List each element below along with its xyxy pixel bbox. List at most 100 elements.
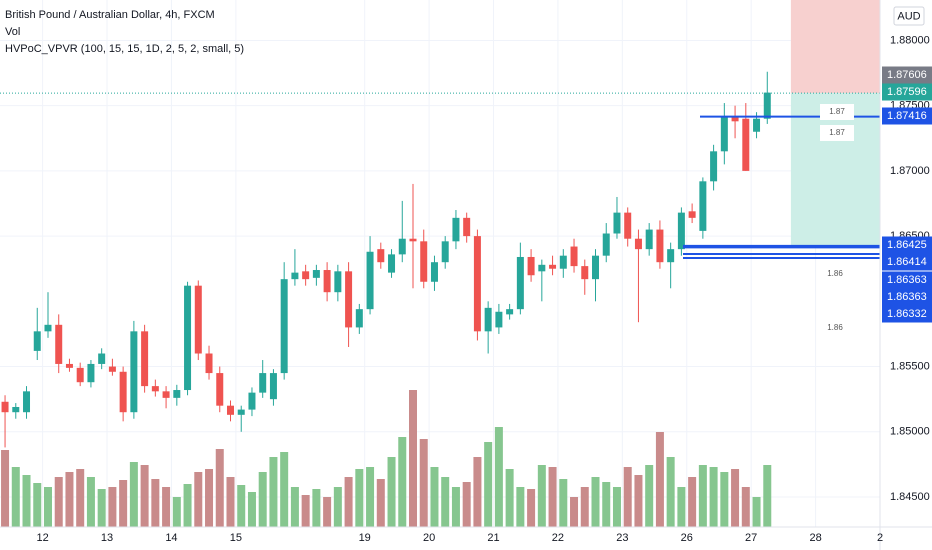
indicator-label: HVPoC_VPVR (100, 15, 15, 1D, 2, 5, 2, sm… xyxy=(5,43,244,55)
candle-body xyxy=(473,236,481,332)
volume-bar xyxy=(65,472,74,527)
volume-bar xyxy=(108,487,117,527)
candle-body xyxy=(581,266,589,280)
price-label: 1.86425 xyxy=(887,239,927,251)
volume xyxy=(1,390,772,527)
candle-body xyxy=(634,238,642,250)
currency-box[interactable] xyxy=(893,6,925,26)
candle-body xyxy=(484,307,492,332)
x-tick-label: 20 xyxy=(423,532,435,544)
x-tick-label: 15 xyxy=(230,532,242,544)
volume-bar xyxy=(387,457,396,527)
volume-bar xyxy=(419,439,428,527)
volume-bar xyxy=(709,467,718,527)
volume-bar xyxy=(527,489,536,527)
candle-body xyxy=(23,391,31,413)
price-label: 1.86332 xyxy=(887,308,927,320)
volume-bar xyxy=(666,457,675,527)
volume-bar xyxy=(451,487,460,527)
volume-bar xyxy=(333,487,342,527)
candle-body xyxy=(119,371,127,413)
volume-bar xyxy=(269,457,278,527)
candle-body xyxy=(667,249,675,263)
candle-body xyxy=(763,92,771,119)
x-tick-label: 26 xyxy=(681,532,693,544)
price-label-box xyxy=(882,305,932,323)
volume-bar xyxy=(1,450,10,527)
candle-body xyxy=(559,255,567,269)
y-tick-label: 1.85000 xyxy=(890,426,930,438)
candle-body xyxy=(570,246,578,267)
candle-body xyxy=(55,324,63,364)
volume-bar xyxy=(623,467,632,527)
volume-bar xyxy=(183,484,192,527)
price-label-box xyxy=(882,236,932,254)
volume-bar xyxy=(323,497,332,527)
volume-bar xyxy=(54,477,63,527)
candle-body xyxy=(194,285,202,354)
volume-bar xyxy=(516,487,525,527)
level-text: 1.87 xyxy=(829,128,845,137)
price-label: 1.86414 xyxy=(887,256,927,268)
x-tick-label: 21 xyxy=(487,532,499,544)
candle-body xyxy=(430,262,438,282)
candle-body xyxy=(398,238,406,255)
currency[interactable]: AUD xyxy=(897,10,920,22)
candle-body xyxy=(302,271,310,280)
candle-body xyxy=(141,331,149,387)
volume-bar xyxy=(645,465,654,527)
volume-bar xyxy=(731,469,740,527)
candle-body xyxy=(33,331,41,351)
candle-body xyxy=(216,373,224,406)
volume-bar xyxy=(366,467,375,527)
candle-body xyxy=(592,255,600,280)
volume-bar xyxy=(162,487,171,527)
x-tick-label: 28 xyxy=(809,532,821,544)
candle-body xyxy=(44,324,52,332)
indicator-label: Vol xyxy=(5,26,20,38)
candle-body xyxy=(538,264,546,272)
candle-body xyxy=(355,309,363,328)
volume-bar xyxy=(570,497,579,527)
stop-zone xyxy=(790,0,880,94)
candle-body xyxy=(506,309,514,315)
candle-body xyxy=(345,271,353,328)
y-tick-label: 1.85500 xyxy=(890,360,930,372)
chart-title: British Pound / Australian Dollar, 4h, F… xyxy=(5,9,215,21)
price-label: 1.87416 xyxy=(887,110,927,122)
volume-bar xyxy=(430,467,439,527)
candle-body xyxy=(12,406,20,413)
candle-body xyxy=(108,366,116,372)
y-tick-label: 1.84500 xyxy=(890,491,930,503)
candle-body xyxy=(388,254,396,273)
x-tick-label: 19 xyxy=(359,532,371,544)
x-tick-label: 13 xyxy=(101,532,113,544)
candle-body xyxy=(549,264,557,269)
candle-body xyxy=(677,212,685,250)
volume-bar xyxy=(129,462,138,527)
volume-bar xyxy=(86,477,95,527)
candle-body xyxy=(226,405,234,415)
level-text: 1.86 xyxy=(827,269,843,278)
price-label-box xyxy=(882,288,932,306)
x-tick-label: 14 xyxy=(165,532,177,544)
volume-bar xyxy=(591,477,600,527)
candle-body xyxy=(463,217,471,237)
price-label: 1.87606 xyxy=(887,69,927,81)
candle-body xyxy=(291,272,299,280)
price-label-box xyxy=(882,66,932,84)
x-tick-label: 22 xyxy=(552,532,564,544)
volume-bar xyxy=(548,467,557,527)
candle-body xyxy=(1,401,9,413)
volume-bar xyxy=(698,465,707,527)
candle-body xyxy=(602,233,610,256)
volume-bar xyxy=(301,495,310,527)
candle-body xyxy=(76,367,84,383)
candle-body xyxy=(710,151,718,182)
candle-body xyxy=(323,270,331,293)
volume-bar xyxy=(237,485,246,527)
candle-body xyxy=(205,353,213,374)
candle-body xyxy=(312,270,320,278)
candle-body xyxy=(452,217,460,242)
